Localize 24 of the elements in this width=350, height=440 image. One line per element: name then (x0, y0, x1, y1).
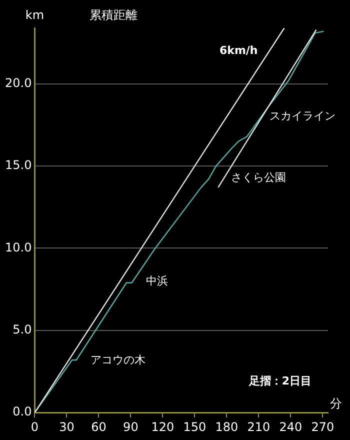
chart-title: 累積距離 (90, 8, 138, 22)
x-tick-label: 60 (91, 420, 106, 434)
x-tick-label: 180 (215, 420, 238, 434)
y-tick-label: 10.0 (5, 240, 32, 254)
annotation: さくら公園 (231, 170, 286, 184)
x-tick-label: 240 (279, 420, 302, 434)
y-tick-label: 0.0 (12, 404, 32, 419)
x-tick-label: 90 (123, 420, 138, 434)
x-tick-label: 120 (151, 420, 174, 434)
y-tick-label: 5.0 (12, 322, 32, 337)
y-tick-label: 20.0 (5, 76, 32, 90)
annotation: 足摺：2日目 (248, 374, 312, 388)
x-tick-label: 30 (59, 420, 74, 434)
annotation: 6km/h (219, 44, 258, 57)
x-tick-label: 150 (183, 420, 206, 434)
y-axis-title: km (25, 8, 44, 22)
y-tick-label: 15.0 (5, 158, 32, 172)
annotation: 中浜 (146, 274, 168, 288)
x-tick-label: 210 (247, 420, 270, 434)
x-tick-label: 270 (311, 420, 334, 434)
annotation: アコウの木 (90, 354, 146, 367)
x-tick-label: 0 (30, 420, 39, 434)
x-axis-title: 分 (330, 396, 342, 411)
annotation: スカイライン (269, 109, 336, 122)
